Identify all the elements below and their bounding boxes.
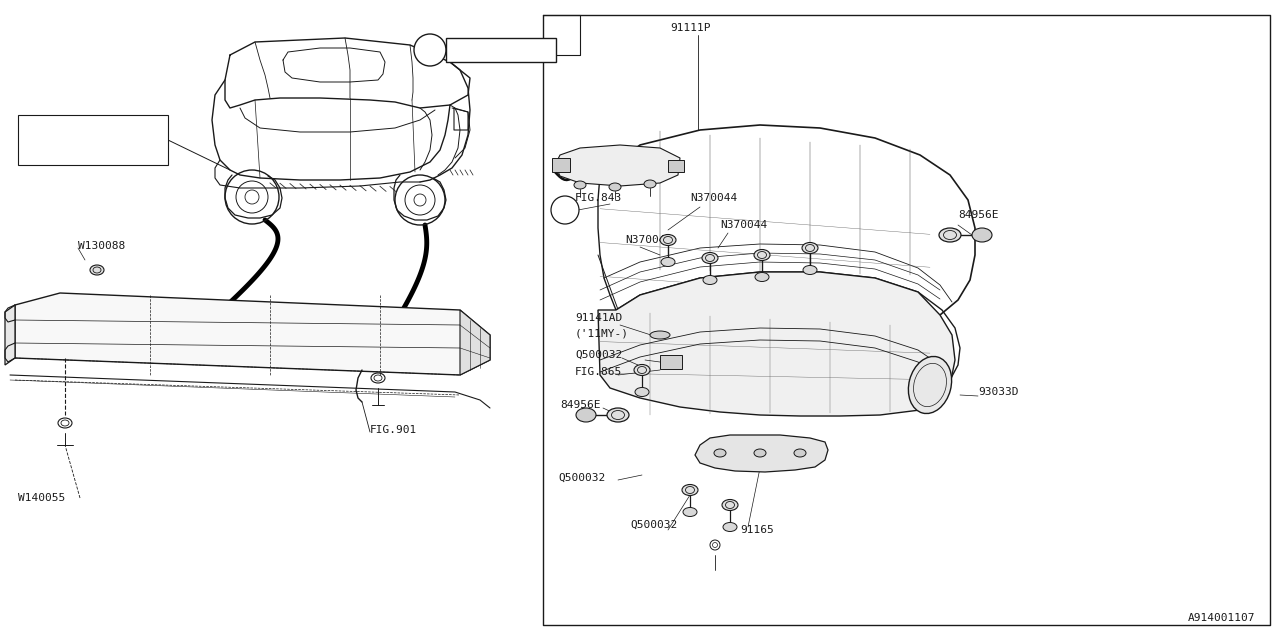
Text: N370044: N370044: [625, 235, 672, 245]
Text: 91165: 91165: [740, 525, 773, 535]
Ellipse shape: [660, 257, 675, 266]
Polygon shape: [556, 145, 680, 186]
Ellipse shape: [754, 449, 765, 457]
Text: FIG.843: FIG.843: [575, 193, 622, 203]
Ellipse shape: [714, 449, 726, 457]
Text: N370044: N370044: [719, 220, 767, 230]
Text: 1: 1: [562, 205, 568, 215]
Ellipse shape: [660, 234, 676, 246]
Ellipse shape: [803, 243, 818, 253]
Ellipse shape: [722, 499, 739, 511]
Text: 84956E: 84956E: [957, 210, 998, 220]
Text: 91141AD: 91141AD: [575, 313, 622, 323]
Ellipse shape: [635, 387, 649, 397]
Ellipse shape: [576, 408, 596, 422]
Ellipse shape: [754, 250, 771, 260]
Text: Q500032: Q500032: [630, 520, 677, 530]
Bar: [660, 355, 682, 369]
Text: FIG.901: FIG.901: [370, 425, 417, 435]
Ellipse shape: [644, 180, 657, 188]
Ellipse shape: [723, 522, 737, 531]
Text: W130088: W130088: [78, 241, 125, 251]
Text: 93033D: 93033D: [978, 387, 1019, 397]
Text: 91111W<RH>: 91111W<RH>: [26, 127, 92, 137]
Text: A914001107: A914001107: [1188, 613, 1254, 623]
Ellipse shape: [940, 228, 961, 242]
Text: Q500032: Q500032: [558, 473, 605, 483]
Polygon shape: [598, 272, 955, 416]
Ellipse shape: [573, 181, 586, 189]
Text: 91111P: 91111P: [669, 23, 710, 33]
Circle shape: [413, 34, 445, 66]
Ellipse shape: [607, 408, 628, 422]
Text: 84956E: 84956E: [561, 400, 600, 410]
Bar: [668, 160, 684, 172]
Polygon shape: [15, 293, 490, 375]
Bar: [18, 115, 168, 165]
Ellipse shape: [755, 273, 769, 282]
Text: W140055: W140055: [18, 493, 65, 503]
Polygon shape: [5, 305, 15, 365]
Polygon shape: [695, 435, 828, 472]
Text: 1: 1: [426, 44, 434, 56]
Ellipse shape: [609, 183, 621, 191]
Circle shape: [550, 196, 579, 224]
Ellipse shape: [909, 356, 951, 413]
Ellipse shape: [650, 331, 669, 339]
Bar: [445, 38, 556, 62]
Ellipse shape: [703, 275, 717, 285]
Ellipse shape: [90, 265, 104, 275]
Text: Q500032: Q500032: [575, 350, 622, 360]
Ellipse shape: [794, 449, 806, 457]
Ellipse shape: [803, 266, 817, 275]
Text: ('11MY-): ('11MY-): [575, 328, 628, 338]
Text: W300065: W300065: [475, 44, 527, 56]
Bar: [552, 158, 570, 172]
Ellipse shape: [634, 365, 650, 376]
Ellipse shape: [684, 508, 698, 516]
Text: FIG.865: FIG.865: [575, 367, 622, 377]
Polygon shape: [460, 310, 490, 375]
Ellipse shape: [682, 484, 698, 495]
Ellipse shape: [701, 253, 718, 264]
Text: N370044: N370044: [690, 193, 737, 203]
Text: 91111X <LH>: 91111X <LH>: [26, 147, 100, 157]
Ellipse shape: [972, 228, 992, 242]
